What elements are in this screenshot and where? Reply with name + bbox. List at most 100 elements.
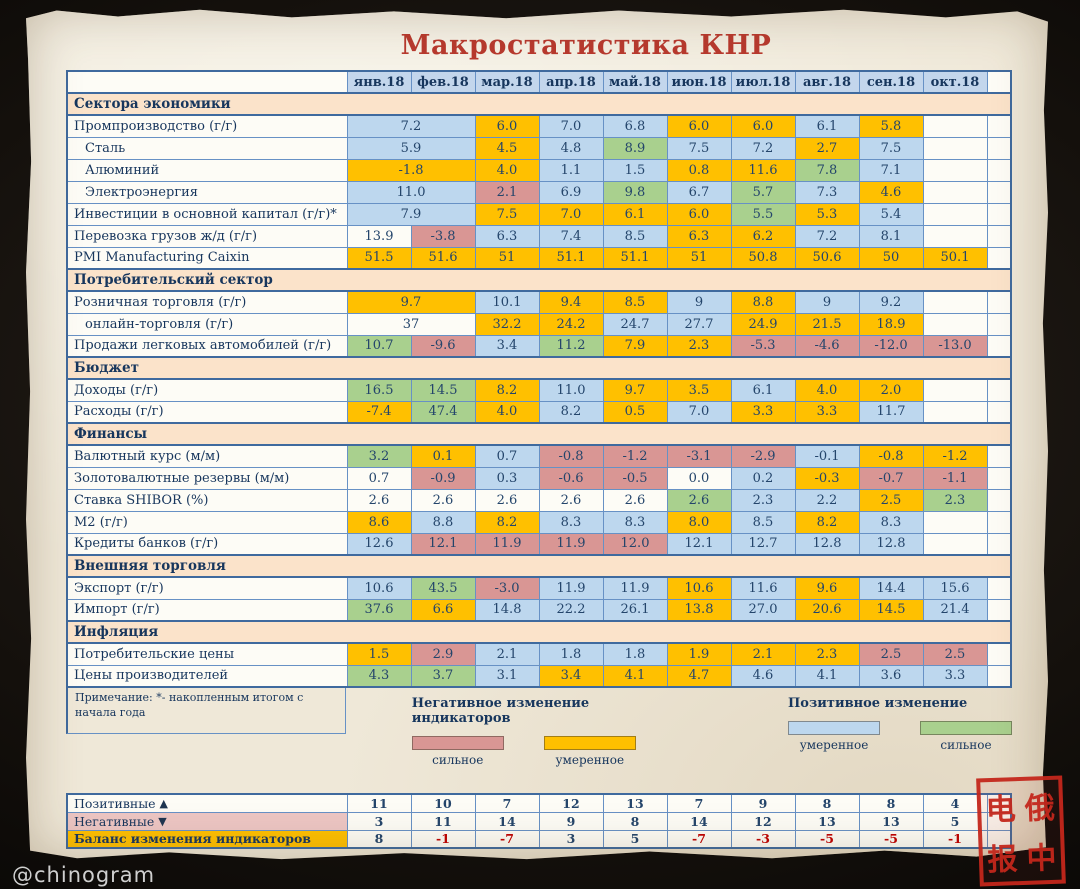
data-cell: 4.0 (474, 158, 540, 182)
table-row: Золотовалютные резервы (м/м) 0.7 -0.9 0.3 -0… (66, 466, 1012, 490)
section-header: Бюджет (66, 356, 1012, 380)
data-cell: 43.5 (410, 576, 476, 600)
data-cell: 7.0 (538, 114, 604, 138)
data-cell: 9.4 (538, 290, 604, 314)
data-cell: 7.9 (346, 202, 476, 226)
data-cell (922, 202, 988, 226)
down-triangle-icon: ▼ (158, 814, 167, 828)
data-cell: 8.2 (794, 510, 860, 534)
row-label: Экспорт (г/г) (66, 576, 348, 600)
data-cell (922, 136, 988, 160)
data-cell: 7.8 (794, 158, 860, 182)
data-cell: 4.3 (346, 664, 412, 688)
table-tail-cell (986, 290, 1012, 314)
data-cell: 24.7 (602, 312, 668, 336)
data-cell: 6.1 (730, 378, 796, 402)
table-tail-cell (986, 811, 1012, 831)
data-cell (922, 312, 988, 336)
data-cell: 2.6 (538, 488, 604, 512)
table-tail-cell (986, 158, 1012, 182)
legend-positive-group: Позитивное изменение умеренное сильное (788, 696, 1012, 767)
data-cell: 7.0 (538, 202, 604, 226)
summary-cell: 9 (538, 811, 604, 831)
data-cell: 1.8 (538, 642, 604, 666)
data-cell: 50.1 (922, 246, 988, 270)
data-cell: 6.0 (666, 114, 732, 138)
table-row: онлайн-торговля (г/г) 37 32.2 24.2 24.7 27.7 2… (66, 312, 1012, 336)
legend-negative-group: Негативное изменение индикаторов сильное… (411, 696, 692, 767)
data-cell: 27.0 (730, 598, 796, 622)
data-cell: -0.8 (538, 444, 604, 468)
section-row: Потребительский сектор (66, 268, 1012, 292)
data-cell (922, 378, 988, 402)
row-label: Розничная торговля (г/г) (66, 290, 348, 314)
table-tail-cell (986, 334, 1012, 358)
table-row: Сталь 5.9 4.5 4.8 8.9 7.5 7.2 2.7 7.5 (66, 136, 1012, 160)
data-cell: 14.8 (474, 598, 540, 622)
row-label: Продажи легковых автомобилей (г/г) (66, 334, 348, 358)
legend-item-moderate-positive: умеренное (788, 721, 880, 752)
data-cell: -3.0 (474, 576, 540, 600)
up-triangle-icon: ▲ (159, 796, 169, 810)
data-cell: 9.6 (794, 576, 860, 600)
paper-sheet: Макростатистика КНР янв.18 фев.18 мар.18 ап… (26, 9, 1048, 860)
data-cell: 2.1 (730, 642, 796, 666)
data-cell: 12.8 (858, 532, 924, 556)
data-cell: 12.1 (410, 532, 476, 556)
data-cell: 2.0 (858, 378, 924, 402)
data-cell: 0.8 (666, 158, 732, 182)
data-cell: 0.5 (602, 400, 668, 424)
legend-item-moderate-negative: умеренное (543, 736, 636, 767)
column-header: окт.18 (922, 70, 988, 94)
summary-cell: 4 (922, 793, 988, 813)
table-row: Валютный курс (м/м) 3.2 0.1 0.7 -0.8 -1.2 -3.1… (66, 444, 1012, 468)
macro-table: янв.18 фев.18 мар.18 апр.18 май.18 июн.18 июл.… (66, 70, 1012, 688)
data-cell: 9 (794, 290, 860, 314)
summary-cell: 8 (794, 793, 860, 813)
section-header: Финансы (66, 422, 1012, 446)
row-label: Импорт (г/г) (66, 598, 348, 622)
data-cell: -13.0 (922, 334, 988, 358)
data-cell: 3.5 (666, 378, 732, 402)
moderate-positive-swatch-icon (788, 721, 880, 735)
table-tail-cell (986, 793, 1012, 813)
data-cell: 21.5 (794, 312, 860, 336)
table-tail-cell (986, 598, 1012, 622)
data-cell: 5.8 (858, 114, 924, 138)
footnote: Примечание: *- накопленным итогом с нача… (66, 688, 346, 734)
data-cell: -0.8 (858, 444, 924, 468)
macro-table-body: Сектора экономики Промпроизводство (г/г) 7… (66, 92, 1012, 688)
data-cell: 12.6 (346, 532, 412, 556)
data-cell: -9.6 (410, 334, 476, 358)
section-row: Бюджет (66, 356, 1012, 380)
summary-cell: 11 (346, 793, 412, 813)
data-cell: 3.1 (474, 664, 540, 688)
column-header: фев.18 (410, 70, 476, 94)
summary-cell: 14 (666, 811, 732, 831)
column-header: июл.18 (730, 70, 796, 94)
data-cell: -0.1 (794, 444, 860, 468)
strong-positive-swatch-icon (920, 721, 1012, 735)
data-cell: 7.4 (538, 224, 604, 248)
data-cell: 51 (666, 246, 732, 270)
data-cell: 2.3 (730, 488, 796, 512)
data-cell: 0.1 (410, 444, 476, 468)
legend-positive-title: Позитивное изменение (788, 696, 968, 711)
summary-cell: 9 (730, 793, 796, 813)
data-cell: 1.5 (346, 642, 412, 666)
data-cell: 2.9 (410, 642, 476, 666)
table-row: Инвестиции в основной капитал (г/г)* 7.9 7… (66, 202, 1012, 226)
data-cell: 24.9 (730, 312, 796, 336)
data-cell: -0.6 (538, 466, 604, 490)
data-cell: 11.7 (858, 400, 924, 424)
data-cell: 2.1 (474, 642, 540, 666)
table-tail-cell (986, 466, 1012, 490)
data-cell: 2.1 (474, 180, 540, 204)
data-cell: 8.2 (538, 400, 604, 424)
data-cell: 8.3 (538, 510, 604, 534)
table-tail-cell (986, 488, 1012, 512)
data-cell: 37.6 (346, 598, 412, 622)
section-header: Сектора экономики (66, 92, 1012, 116)
data-cell: -2.9 (730, 444, 796, 468)
data-cell: 4.0 (794, 378, 860, 402)
